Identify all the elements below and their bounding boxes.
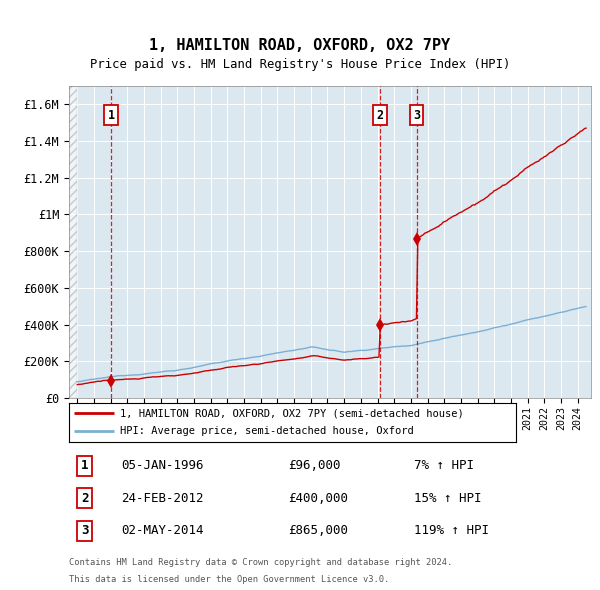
Text: £400,000: £400,000 bbox=[288, 491, 348, 505]
Text: Contains HM Land Registry data © Crown copyright and database right 2024.: Contains HM Land Registry data © Crown c… bbox=[69, 558, 452, 567]
Text: 1, HAMILTON ROAD, OXFORD, OX2 7PY (semi-detached house): 1, HAMILTON ROAD, OXFORD, OX2 7PY (semi-… bbox=[121, 408, 464, 418]
Text: £865,000: £865,000 bbox=[288, 525, 348, 537]
Text: 02-MAY-2014: 02-MAY-2014 bbox=[121, 525, 204, 537]
Text: 24-FEB-2012: 24-FEB-2012 bbox=[121, 491, 204, 505]
Text: 2: 2 bbox=[81, 491, 88, 505]
Text: 7% ↑ HPI: 7% ↑ HPI bbox=[413, 459, 473, 472]
Text: 1: 1 bbox=[81, 459, 88, 472]
Text: Price paid vs. HM Land Registry's House Price Index (HPI): Price paid vs. HM Land Registry's House … bbox=[90, 58, 510, 71]
Text: 15% ↑ HPI: 15% ↑ HPI bbox=[413, 491, 481, 505]
Text: £96,000: £96,000 bbox=[288, 459, 341, 472]
Text: 2: 2 bbox=[376, 109, 383, 122]
Text: 119% ↑ HPI: 119% ↑ HPI bbox=[413, 525, 488, 537]
Text: 3: 3 bbox=[413, 109, 420, 122]
Text: 1: 1 bbox=[107, 109, 115, 122]
Text: 1, HAMILTON ROAD, OXFORD, OX2 7PY: 1, HAMILTON ROAD, OXFORD, OX2 7PY bbox=[149, 38, 451, 53]
Text: This data is licensed under the Open Government Licence v3.0.: This data is licensed under the Open Gov… bbox=[69, 575, 389, 584]
Text: 3: 3 bbox=[81, 525, 88, 537]
Text: 05-JAN-1996: 05-JAN-1996 bbox=[121, 459, 204, 472]
Text: HPI: Average price, semi-detached house, Oxford: HPI: Average price, semi-detached house,… bbox=[121, 427, 414, 437]
